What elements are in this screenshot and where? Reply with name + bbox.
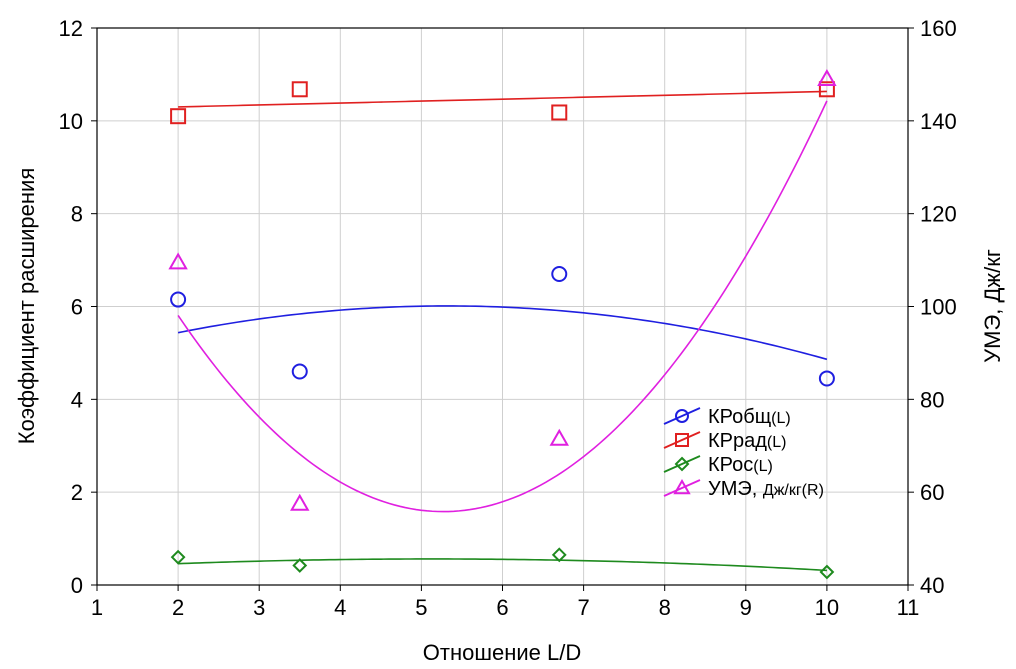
y-axis-right-title: УМЭ, Дж/кг	[980, 249, 1005, 363]
data-point-krrad	[291, 81, 308, 98]
legend: КРобщ(L)КРрад(L)КРос(L)УМЭ, Дж/кг(R)	[663, 406, 824, 500]
legend-label-kros: КРос(L)	[708, 454, 773, 476]
legend-line-krrad	[663, 431, 701, 449]
data-point-kros	[819, 564, 835, 580]
data-point-ume	[817, 69, 837, 87]
data-point-krobsh	[170, 291, 187, 308]
legend-label-main: КРос	[708, 454, 753, 476]
fit-line-ume	[177, 100, 828, 513]
y-right-tick-label: 120	[920, 202, 957, 227]
legend-line-krobsh	[663, 407, 701, 425]
x-axis-title: Отношение L/D	[423, 640, 581, 665]
fit-line-kros	[178, 558, 827, 572]
data-point-krobsh	[551, 266, 568, 283]
x-tick-label: 5	[415, 595, 427, 620]
legend-label-main: УМЭ,	[708, 478, 763, 500]
legend-label-krrad: КРрад(L)	[708, 430, 786, 452]
y-right-tick-label: 160	[920, 16, 957, 41]
data-point-kros	[170, 549, 186, 565]
y-left-tick-label: 0	[71, 573, 83, 598]
fit-line-krobsh	[177, 305, 828, 361]
fit-curves	[177, 90, 828, 572]
x-tick-label: 10	[815, 595, 839, 620]
y-right-tick-label: 140	[920, 109, 957, 134]
x-tick-label: 3	[253, 595, 265, 620]
y-right-tick-label: 100	[920, 295, 957, 320]
x-tick-label: 8	[659, 595, 671, 620]
data-point-krrad	[551, 104, 568, 121]
y-left-tick-label: 4	[71, 387, 83, 412]
legend-label-main: КРрад	[708, 430, 767, 452]
legend-label-sub: (L)	[767, 434, 787, 451]
y-right-tick-label: 80	[920, 387, 944, 412]
data-point-krobsh	[291, 363, 308, 380]
data-point-kros	[551, 547, 567, 563]
y-axis-left-title: Коэффициент расширения	[14, 168, 39, 444]
y-left-tick-label: 12	[59, 16, 83, 41]
y-left-tick-label: 2	[71, 480, 83, 505]
legend-label-main: КРобщ	[708, 406, 771, 428]
data-point-krrad	[170, 108, 187, 125]
data-point-krrad	[818, 81, 835, 98]
x-tick-label: 2	[172, 595, 184, 620]
legend-label-sub: Дж/кг(R)	[763, 482, 824, 499]
legend-marker-krrad	[675, 433, 689, 447]
legend-label-ume: УМЭ, Дж/кг(R)	[708, 478, 824, 500]
y-left-tick-label: 8	[71, 202, 83, 227]
legend-label-sub: (L)	[771, 410, 791, 427]
y-left-tick-label: 6	[71, 295, 83, 320]
legend-marker-ume	[673, 478, 691, 495]
data-points	[168, 69, 837, 580]
data-point-ume	[168, 252, 188, 270]
y-left-tick-label: 10	[59, 109, 83, 134]
legend-label-sub: (L)	[753, 458, 773, 475]
y-right-tick-label: 60	[920, 480, 944, 505]
data-point-kros	[292, 558, 308, 573]
data-point-ume	[549, 428, 569, 446]
legend-line-kros	[663, 455, 701, 473]
data-point-ume	[290, 493, 310, 511]
legend-line-ume	[663, 479, 701, 497]
legend-marker-krobsh	[675, 409, 689, 423]
x-tick-label: 7	[577, 595, 589, 620]
x-tick-label: 9	[740, 595, 752, 620]
x-tick-label: 4	[334, 595, 346, 620]
x-tick-label: 1	[91, 595, 103, 620]
legend-label-krobsh: КРобщ(L)	[708, 406, 791, 428]
x-tick-label: 11	[897, 595, 920, 620]
data-point-krobsh	[818, 370, 835, 387]
y-right-tick-label: 40	[920, 573, 944, 598]
fit-line-krrad	[178, 90, 827, 108]
x-tick-label: 6	[496, 595, 508, 620]
legend-marker-kros	[674, 456, 690, 472]
